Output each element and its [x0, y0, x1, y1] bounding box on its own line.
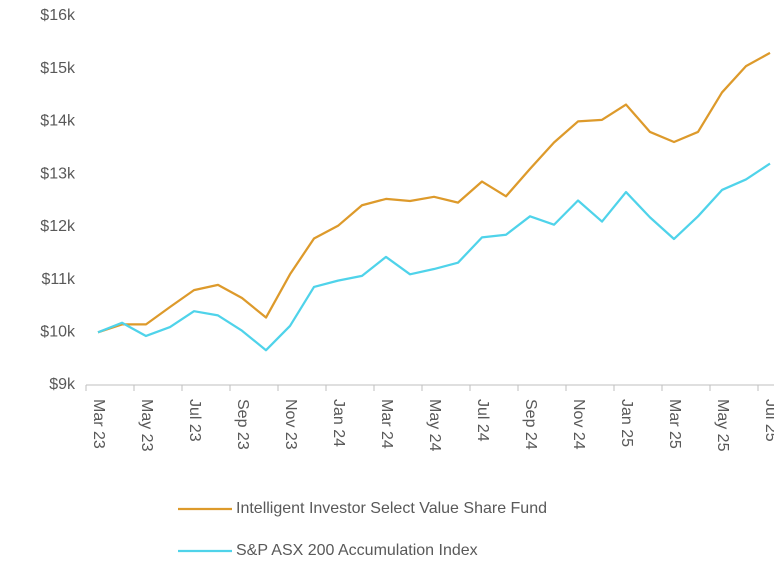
x-tick-label: Sep 23	[234, 399, 251, 450]
x-tick-label: Nov 24	[570, 399, 587, 450]
x-tick-label: Nov 23	[282, 399, 299, 450]
y-tick-label: $10k	[40, 324, 76, 341]
x-tick-label: Mar 23	[90, 399, 107, 449]
y-tick-label: $14k	[40, 113, 76, 130]
x-tick-label: May 24	[426, 399, 443, 452]
series-line	[97, 162, 771, 352]
legend-label: S&P ASX 200 Accumulation Index	[236, 542, 478, 559]
x-tick-label: Jul 25	[762, 399, 774, 442]
y-tick-label: $12k	[40, 218, 76, 235]
y-tick-label: $16k	[40, 7, 76, 24]
x-tick-label: Mar 24	[378, 399, 395, 449]
x-tick-label: May 25	[714, 399, 731, 452]
y-tick-label: $13k	[40, 165, 76, 182]
x-tick-label: Mar 25	[666, 399, 683, 449]
x-tick-label: Sep 24	[522, 399, 539, 450]
x-tick-label: Jul 23	[186, 399, 203, 442]
x-tick-label: Jan 25	[618, 399, 635, 447]
series-line	[97, 51, 771, 334]
y-tick-label: $15k	[40, 60, 76, 77]
x-tick-label: May 23	[138, 399, 155, 452]
y-tick-label: $9k	[49, 376, 76, 393]
x-tick-label: Jul 24	[474, 399, 491, 442]
x-tick-label: Jan 24	[330, 399, 347, 447]
legend-label: Intelligent Investor Select Value Share …	[236, 500, 547, 517]
y-tick-label: $11k	[41, 271, 76, 288]
